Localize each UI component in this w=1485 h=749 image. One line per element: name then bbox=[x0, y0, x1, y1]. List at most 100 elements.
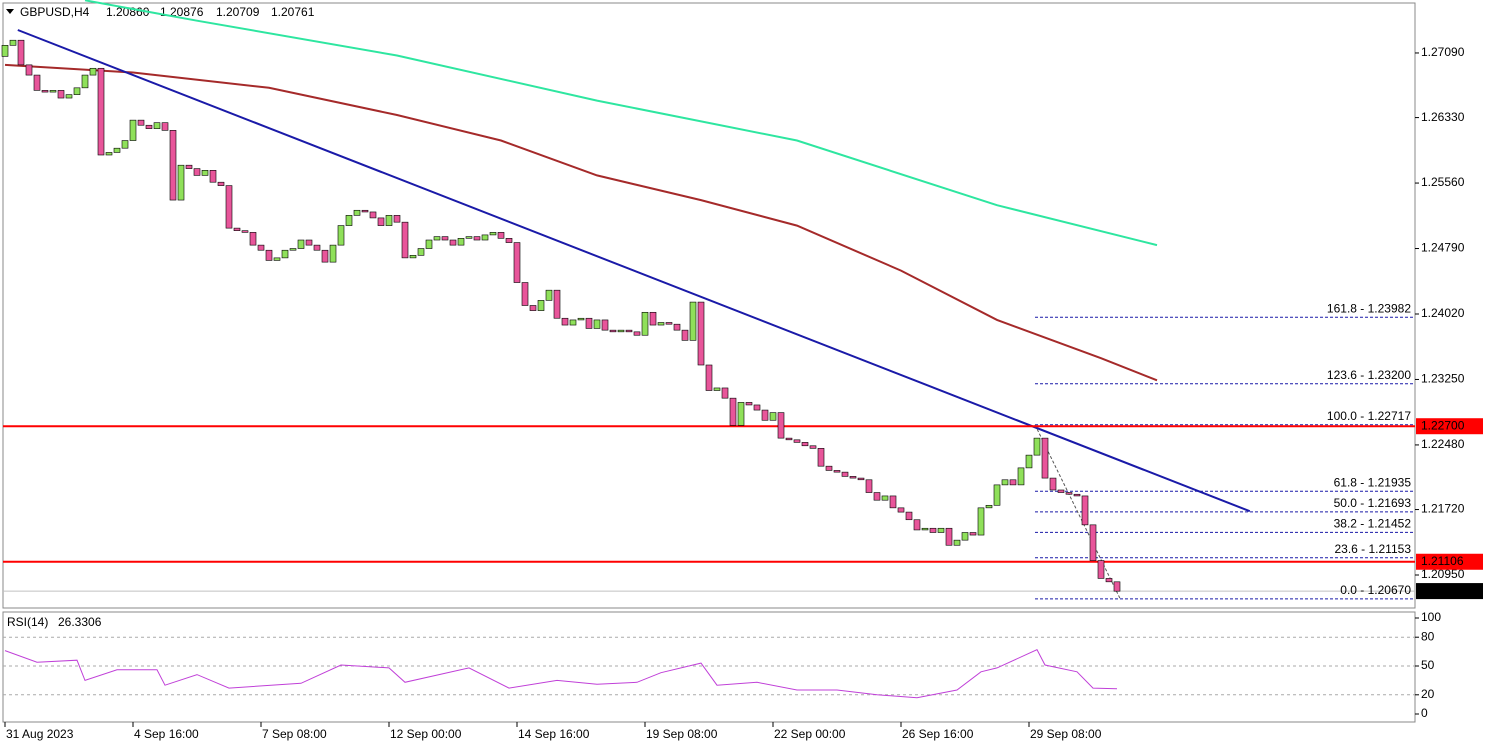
candle-body bbox=[153, 122, 161, 129]
x-tick-label: 19 Sep 08:00 bbox=[646, 727, 718, 741]
candle-body bbox=[593, 319, 601, 329]
rsi-tick-label: 100 bbox=[1421, 610, 1441, 624]
candle-body bbox=[897, 507, 905, 513]
candle-body bbox=[385, 215, 393, 226]
candle-body bbox=[273, 257, 281, 261]
candle-body bbox=[529, 305, 537, 311]
candle-body bbox=[601, 319, 609, 331]
candle-body bbox=[329, 244, 337, 263]
candle-body bbox=[409, 255, 417, 259]
candle-body bbox=[889, 495, 897, 509]
header-low: 1.20709 bbox=[216, 5, 260, 19]
level-tag bbox=[1416, 553, 1483, 570]
candle-body bbox=[649, 311, 657, 326]
candle-body bbox=[1001, 479, 1009, 486]
candle-body bbox=[865, 479, 873, 493]
candle-body bbox=[945, 527, 953, 546]
candle-body bbox=[729, 397, 737, 426]
candle-body bbox=[1, 45, 9, 57]
candle-body bbox=[833, 470, 841, 473]
fib-label: 100.0 - 1.22717 bbox=[1327, 409, 1411, 423]
candle-body bbox=[817, 448, 825, 467]
rsi-tick-label: 50 bbox=[1421, 658, 1435, 672]
moving-average bbox=[84, 0, 1158, 247]
rsi-title: RSI(14) bbox=[7, 615, 48, 629]
x-tick-label: 22 Sep 00:00 bbox=[774, 727, 846, 741]
candle-body bbox=[721, 387, 729, 399]
candle-body bbox=[257, 244, 265, 251]
candle-body bbox=[361, 209, 369, 213]
candle-body bbox=[249, 232, 257, 246]
candle-body bbox=[449, 239, 457, 246]
rsi-line bbox=[4, 649, 1118, 699]
candle-body bbox=[953, 539, 961, 546]
candle-body bbox=[809, 445, 817, 449]
candle-body bbox=[241, 230, 249, 233]
candle-body bbox=[569, 319, 577, 326]
candle-body bbox=[209, 170, 217, 183]
candle-body bbox=[769, 412, 777, 421]
candle-body bbox=[265, 249, 273, 261]
candle-body bbox=[505, 238, 513, 243]
candle-body bbox=[473, 236, 481, 241]
x-tick-label: 29 Sep 08:00 bbox=[1030, 727, 1102, 741]
y-tick-label: 1.26330 bbox=[1421, 110, 1465, 124]
candle-body bbox=[457, 238, 465, 246]
fib-label: 23.6 - 1.21153 bbox=[1334, 542, 1411, 556]
fib-label: 61.8 - 1.21935 bbox=[1334, 475, 1412, 489]
candle-body bbox=[441, 236, 449, 241]
candle-body bbox=[777, 412, 785, 439]
candle-body bbox=[521, 282, 529, 306]
candle-body bbox=[1009, 479, 1017, 486]
rsi-current: 26.3306 bbox=[58, 615, 102, 629]
candle-body bbox=[73, 87, 81, 95]
x-tick-label: 4 Sep 16:00 bbox=[134, 727, 199, 741]
candle-body bbox=[1041, 437, 1049, 479]
candle-body bbox=[1057, 489, 1065, 493]
level-label: 1.21106 bbox=[1421, 554, 1464, 568]
candle-body bbox=[481, 234, 489, 241]
candle-body bbox=[121, 140, 129, 149]
candle-body bbox=[497, 232, 505, 239]
candle-body bbox=[969, 532, 977, 536]
candle-body bbox=[425, 239, 433, 249]
candle-body bbox=[193, 168, 201, 176]
rsi-tick-label: 0 bbox=[1421, 706, 1428, 720]
header-close: 1.20761 bbox=[271, 5, 315, 19]
candle-body bbox=[873, 492, 881, 501]
candle-body bbox=[801, 442, 809, 447]
candle-body bbox=[169, 130, 177, 201]
candle-body bbox=[713, 387, 721, 391]
y-tick-label: 1.22480 bbox=[1421, 437, 1465, 451]
candle-body bbox=[353, 209, 361, 216]
candle-body bbox=[913, 519, 921, 531]
candle-body bbox=[617, 329, 625, 333]
candle-body bbox=[281, 249, 289, 259]
candle-body bbox=[977, 507, 985, 536]
candle-body bbox=[1025, 454, 1033, 469]
candle-body bbox=[25, 64, 33, 76]
candle-body bbox=[305, 239, 313, 246]
y-tick-label: 1.24020 bbox=[1421, 306, 1465, 320]
candle-body bbox=[681, 329, 689, 341]
level-tag bbox=[1416, 418, 1483, 435]
candle-body bbox=[609, 329, 617, 333]
candle-body bbox=[97, 67, 105, 156]
candle-body bbox=[297, 239, 305, 249]
candle-body bbox=[17, 39, 25, 66]
candle-body bbox=[1073, 493, 1081, 497]
fib-label: 161.8 - 1.23982 bbox=[1327, 301, 1411, 315]
y-tick-label: 1.27090 bbox=[1421, 45, 1465, 59]
candle-body bbox=[985, 504, 993, 509]
candle-body bbox=[465, 236, 473, 239]
candle-body bbox=[377, 217, 385, 226]
candle-body bbox=[585, 317, 593, 329]
y-tick-label: 1.23250 bbox=[1421, 372, 1465, 386]
candle-body bbox=[345, 215, 353, 226]
candle-body bbox=[641, 311, 649, 336]
candle-body bbox=[313, 244, 321, 251]
candle-body bbox=[745, 402, 753, 406]
rsi-panel bbox=[2, 611, 1416, 723]
candle-body bbox=[65, 94, 73, 99]
candle-body bbox=[929, 527, 937, 533]
